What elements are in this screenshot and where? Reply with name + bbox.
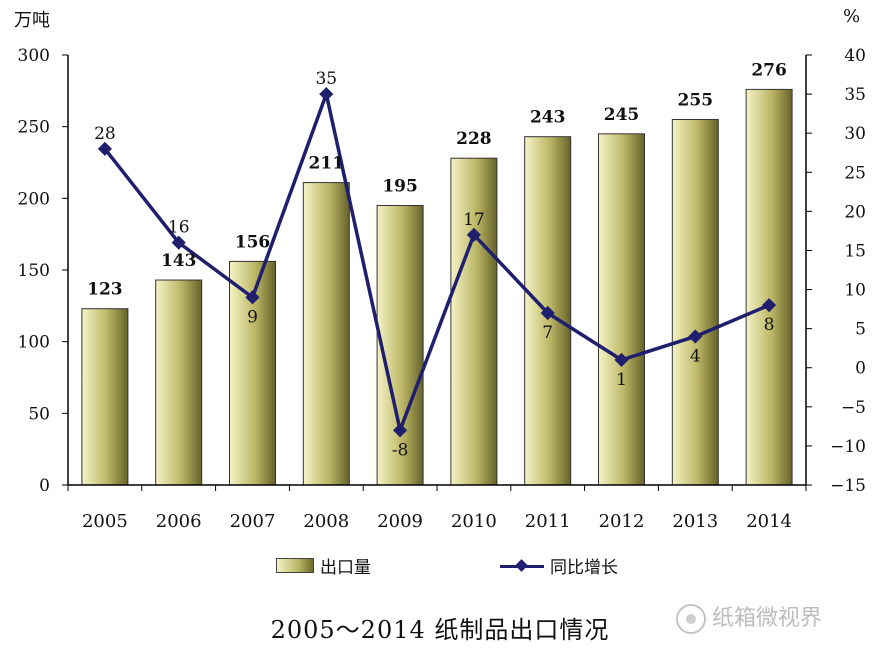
growth-value-label: 17 — [463, 210, 485, 230]
bar-value-label: 211 — [309, 154, 345, 174]
x-tick-label: 2011 — [525, 511, 571, 532]
bar-2008 — [302, 182, 350, 486]
legend-line-swatch — [500, 560, 544, 572]
growth-point-2011 — [540, 305, 555, 321]
x-tick-label: 2012 — [599, 511, 645, 532]
growth-value-label: 16 — [168, 218, 190, 238]
bar-value-label: 195 — [382, 177, 418, 197]
chart-title: 2005～2014 纸制品出口情况 — [270, 616, 610, 644]
right-tick-label: 25 — [844, 163, 866, 183]
x-tick-label: 2006 — [156, 511, 202, 532]
right-tick-label: 15 — [844, 241, 866, 261]
legend-bar-swatch — [276, 558, 314, 573]
right-tick-label: 35 — [844, 85, 866, 105]
right-tick-label: −15 — [830, 476, 866, 496]
growth-point-2009 — [393, 423, 408, 438]
left-tick-label: 250 — [18, 118, 50, 138]
watermark: 纸箱微视界 — [676, 600, 822, 634]
bar-value-label: 143 — [161, 251, 197, 271]
growth-value-label: 9 — [247, 307, 258, 327]
growth-value-label: 28 — [94, 124, 116, 144]
growth-point-2013 — [688, 329, 703, 344]
legend-item-export: 出口量 — [276, 553, 371, 578]
growth-value-label: -8 — [392, 440, 409, 460]
right-unit-label: % — [843, 6, 861, 27]
right-tick-label: 5 — [855, 320, 866, 340]
right-tick-label: −5 — [841, 398, 866, 418]
x-tick-label: 2005 — [82, 511, 128, 532]
right-tick-label: 30 — [844, 124, 866, 144]
bar-value-label: 123 — [87, 280, 123, 300]
x-tick-label: 2009 — [377, 511, 423, 532]
bar-value-label: 243 — [530, 108, 566, 128]
growth-point-2008 — [319, 87, 334, 102]
bar-2012 — [598, 133, 645, 486]
x-tick-label: 2014 — [746, 511, 792, 532]
legend-item-growth: 同比增长 — [500, 553, 618, 578]
x-tick-label: 2010 — [451, 511, 497, 532]
bar-2006 — [155, 279, 203, 486]
wechat-icon — [676, 604, 706, 634]
bar-2014 — [745, 88, 793, 486]
legend-label-growth: 同比增长 — [550, 558, 618, 578]
legend-label-export: 出口量 — [320, 558, 371, 578]
right-tick-label: 10 — [844, 281, 866, 301]
left-tick-label: 0 — [39, 476, 50, 496]
growth-value-label: 4 — [690, 346, 701, 366]
x-tick-label: 2013 — [672, 511, 718, 532]
bar-value-label: 228 — [456, 129, 492, 149]
growth-point-2007 — [245, 290, 260, 305]
growth-value-label: 35 — [315, 69, 337, 89]
bar-2013 — [671, 119, 719, 486]
bar-value-label: 245 — [604, 105, 640, 125]
growth-point-2012 — [614, 352, 629, 367]
growth-point-2006 — [171, 235, 186, 250]
bar-2005 — [81, 308, 129, 486]
watermark-text: 纸箱微视界 — [712, 606, 823, 631]
bar-2009 — [376, 205, 424, 486]
growth-value-label: 1 — [616, 370, 627, 390]
left-unit-label: 万吨 — [14, 10, 50, 31]
left-tick-label: 200 — [18, 189, 50, 209]
growth-value-label: 8 — [764, 315, 775, 335]
combo-chart: 0 50 100 150 200 250 300 −15 −10 −5 0 5 10 15 20 25 30 35… — [18, 46, 866, 532]
bar-value-label: 255 — [678, 91, 714, 111]
growth-value-label: 7 — [542, 323, 553, 343]
left-tick-label: 100 — [18, 333, 50, 353]
right-tick-label: −10 — [830, 437, 866, 457]
x-tick-label: 2007 — [230, 511, 276, 532]
bar-2010 — [450, 157, 498, 486]
left-tick-label: 50 — [28, 404, 50, 424]
bar-value-label: 276 — [751, 60, 787, 80]
left-tick-label: 150 — [18, 261, 50, 281]
bar-value-label: 156 — [235, 232, 271, 252]
right-tick-label: 0 — [855, 359, 866, 379]
growth-point-2010 — [466, 227, 481, 242]
x-tick-label: 2008 — [303, 511, 349, 532]
growth-point-2014 — [762, 298, 777, 313]
left-tick-label: 300 — [18, 46, 50, 66]
right-tick-label: 40 — [844, 46, 866, 66]
growth-line — [103, 92, 770, 433]
right-tick-label: 20 — [844, 202, 866, 222]
